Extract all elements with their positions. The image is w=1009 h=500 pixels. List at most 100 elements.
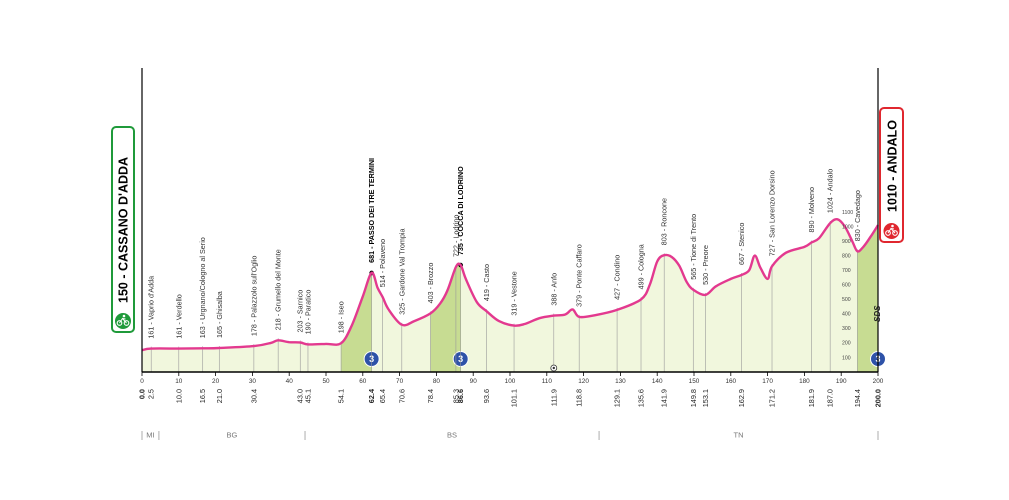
cyclist-finish-icon [883, 223, 900, 239]
altitude-scale-label: 200 [842, 341, 851, 347]
altitude-scale-label: 900 [842, 239, 851, 245]
waypoint-label: 319 - Vestone [510, 271, 519, 315]
altitude-scale-label: 1000 [842, 224, 854, 230]
finish-box [879, 107, 904, 243]
start-label: 150 - CASSANO D'ADDA [117, 157, 131, 303]
waypoint-km-label: 0.0 [138, 389, 147, 399]
x-axis-tick-label: 80 [433, 378, 441, 385]
waypoint-km-label: 118.8 [575, 389, 584, 407]
x-axis-tick-label: 70 [396, 378, 404, 385]
waypoint-label: 530 - Preore [701, 245, 710, 285]
waypoint-km-label: 62.4 [367, 388, 376, 403]
sds-label: SDS [873, 305, 882, 322]
waypoint-km-label: 45.1 [304, 389, 313, 403]
waypoint-km-label: 135.6 [637, 389, 646, 407]
altitude-scale-label: 400 [842, 312, 851, 318]
waypoint-km-label: 93.6 [482, 389, 491, 403]
waypoint-km-label: 78.4 [426, 389, 435, 403]
x-axis-tick-label: 10 [175, 378, 183, 385]
waypoint-label: 161 - Verdello [174, 294, 183, 338]
finish-marker: 1010 - ANDALO [879, 107, 904, 243]
waypoint-km-label: 187.0 [826, 389, 835, 407]
waypoint-km-label: 54.1 [337, 389, 346, 403]
x-axis-tick-label: 180 [799, 378, 810, 385]
waypoint-label: 178 - Palazzolo sull'Oglio [249, 256, 258, 336]
waypoint-label: 681 - PASSO DEI TRE TERMINI [367, 158, 376, 263]
start-box [111, 126, 135, 333]
waypoint-km-label: 16.5 [198, 389, 207, 403]
x-axis-tick-label: 140 [652, 378, 663, 385]
waypoint-label: 163 - Urgnano/Cologno al Serio [198, 237, 207, 338]
waypoint-label: 1024 - Andalo [826, 169, 835, 213]
waypoint-km-label: 65.4 [378, 389, 387, 403]
altitude-scale-label: 300 [842, 326, 851, 332]
province-label: BS [447, 431, 457, 440]
waypoint-km-label: 10.0 [174, 389, 183, 403]
waypoint-km-label: 70.6 [397, 389, 406, 403]
waypoint-km-label: 21.0 [215, 389, 224, 403]
waypoint-label: 735 - COCCA DI LODRINO [456, 166, 465, 255]
x-axis-tick-label: 20 [212, 378, 220, 385]
profile-area-layer [142, 219, 878, 372]
waypoint-label: 830 - Cavedago [853, 190, 862, 241]
sprint-marker [550, 364, 558, 372]
waypoint-km-label: 85.3 [451, 389, 460, 403]
waypoint-label: 565 - Tione di Trento [689, 214, 698, 280]
profile-line-layer [141, 217, 880, 352]
x-axis-tick-label: 90 [470, 378, 478, 385]
x-axis-tick-label: 160 [725, 378, 736, 385]
start-marker: 150 - CASSANO D'ADDA [111, 126, 135, 333]
x-axis-tick-label: 50 [322, 378, 330, 385]
altitude-scale-label: 800 [842, 253, 851, 259]
waypoint-label: 165 - Ghisalba [215, 291, 224, 338]
waypoint-label: 203 - Sarnico [296, 290, 305, 333]
waypoint-label: 161 - Vaprio d'Adda [147, 276, 156, 339]
waypoint-km-label: 171.2 [768, 389, 777, 407]
waypoint-km-label: 2.5 [147, 389, 156, 399]
altitude-scale-label: 100 [842, 355, 851, 361]
x-axis-tick-label: 110 [542, 378, 553, 385]
waypoint-km-label: 200.0 [874, 389, 883, 407]
waypoint-label: 325 - Gardone Val Trompia [397, 229, 406, 315]
waypoint-km-label: 86.6 [456, 389, 465, 403]
x-axis-tick-label: 30 [249, 378, 257, 385]
altitude-scale-label: 1100 [842, 210, 853, 216]
province-label: TN [734, 431, 744, 440]
waypoint-label: 499 - Cologna [637, 244, 646, 289]
x-axis: 0 10 20 30 40 50 60 70 80 90 100 110 120 130 140 150 160… [138, 68, 884, 407]
province-label: BG [227, 431, 238, 440]
climb-area [341, 272, 372, 372]
waypoint-label: 190 - Paratico [304, 290, 313, 335]
x-axis-tick-label: 170 [762, 378, 773, 385]
waypoint-km-label: 30.4 [249, 389, 258, 403]
x-axis-tick-label: 190 [836, 378, 847, 385]
x-axis-tick-label: 200 [873, 378, 884, 385]
finish-label: 1010 - ANDALO [886, 120, 900, 212]
waypoint-label: 419 - Casto [482, 264, 491, 301]
waypoint-label: 198 - Iseo [337, 301, 346, 333]
finish-altitude-scale: 1100 1000 900 800 700 600 500 400 300 200 100 [842, 210, 854, 361]
profile-area [142, 219, 878, 372]
waypoint-km-label: 101.1 [510, 389, 519, 407]
waypoint-label: 218 - Grumello del Monte [274, 249, 283, 330]
waypoint-km-label: 149.8 [689, 389, 698, 407]
waypoint-label: 667 - Stenico [737, 223, 746, 265]
waypoint-label: 722 - Lodrino [451, 215, 460, 257]
waypoint-km-label: 181.9 [807, 389, 816, 407]
climb-area [430, 265, 461, 372]
waypoint-label: 890 - Molveno [807, 187, 816, 233]
altitude-scale-label: 700 [842, 268, 851, 274]
waypoint-label: 403 - Brozzo [426, 263, 435, 304]
x-axis-tick-label: 130 [615, 378, 626, 385]
altitude-scale-label: 500 [842, 297, 851, 303]
cyclist-start-icon [115, 313, 131, 329]
waypoint-km-label: 194.4 [853, 389, 862, 407]
waypoint-km-label: 129.1 [613, 389, 622, 407]
waypoint-label: 388 - Anfo [549, 273, 558, 306]
waypoint-gridlines-layer [150, 221, 858, 372]
province-strip: MI BG BS TN [141, 431, 879, 440]
x-axis-tick-label: 0 [140, 378, 144, 385]
waypoint-label: 803 - Roncone [660, 198, 669, 245]
waypoint-km-label: 141.9 [660, 389, 669, 407]
